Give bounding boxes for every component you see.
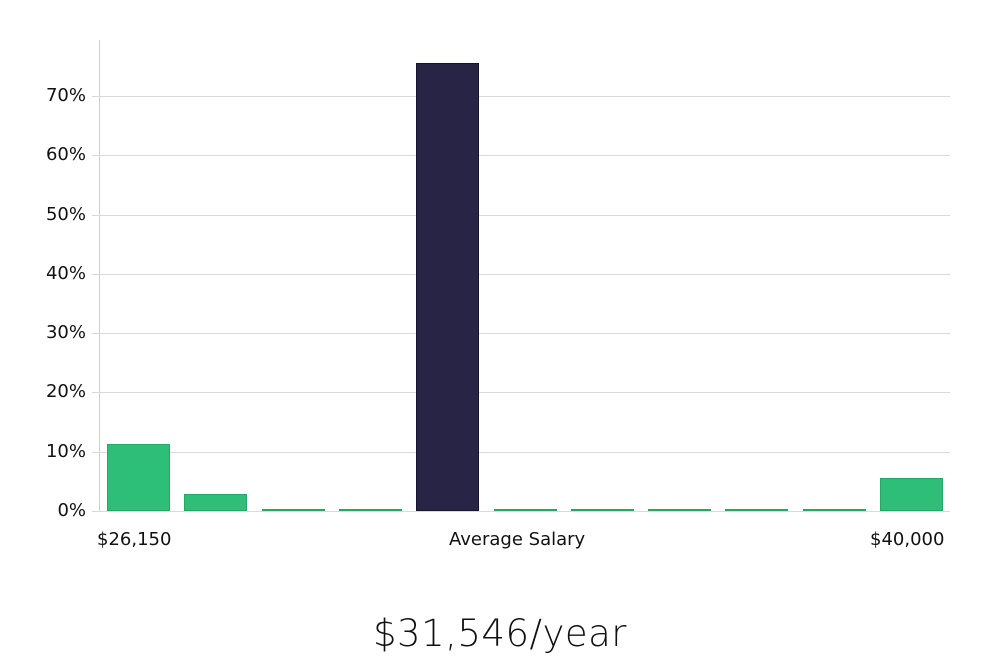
gridline	[92, 155, 950, 156]
gridline	[92, 511, 950, 512]
bar	[803, 509, 866, 511]
y-tick-label: 70%	[45, 85, 86, 106]
y-tick-label: 40%	[45, 263, 86, 284]
x-axis-title: Average Salary	[449, 529, 586, 550]
bar	[880, 477, 943, 511]
x-max-label: $40,000	[870, 529, 945, 550]
gridline	[92, 333, 950, 334]
bar	[262, 509, 325, 511]
x-min-label: $26,150	[97, 529, 172, 550]
y-tick-label: 20%	[45, 381, 86, 402]
y-tick-label: 0%	[57, 500, 86, 521]
gridline	[92, 392, 950, 393]
gridline	[92, 452, 950, 453]
gridline	[92, 215, 950, 216]
gridline	[92, 96, 950, 97]
bar	[107, 443, 170, 511]
y-tick-label: 60%	[45, 144, 86, 165]
bar	[725, 509, 788, 511]
bar	[184, 493, 247, 511]
highlighted-bar	[416, 63, 479, 511]
bar	[339, 509, 402, 511]
average-salary-value: $31,546/year	[372, 612, 627, 655]
y-tick-label: 50%	[45, 204, 86, 225]
gridline	[92, 274, 950, 275]
bar	[571, 509, 634, 511]
y-tick-label: 30%	[45, 322, 86, 343]
bar	[494, 509, 557, 511]
y-axis-line	[99, 40, 100, 512]
y-tick-label: 10%	[45, 441, 86, 462]
salary-histogram-chart: 0% 10% 20% 30% 40% 50% 60% 70% $26,150 Average …	[45, 40, 950, 550]
bar	[648, 509, 711, 511]
